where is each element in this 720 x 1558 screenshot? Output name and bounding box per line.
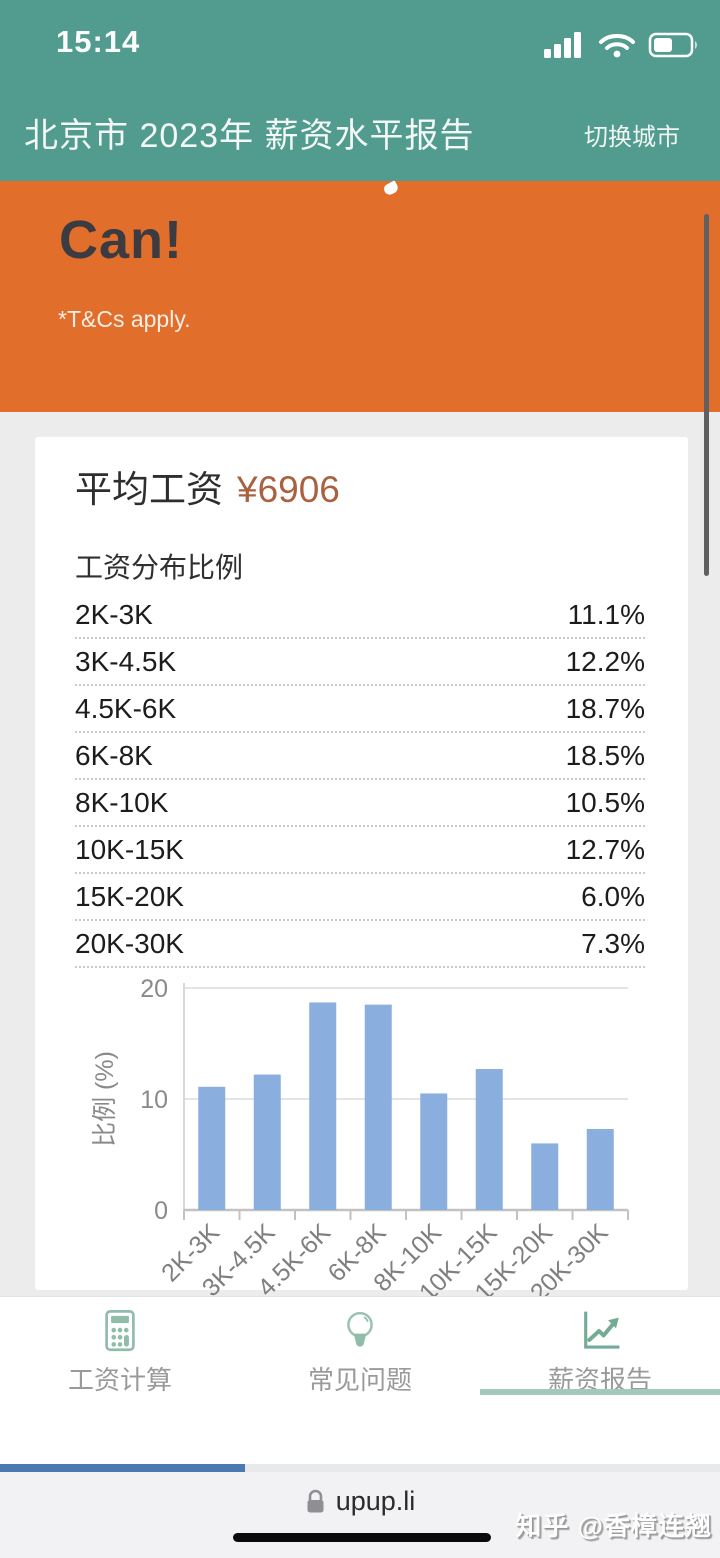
page-load-progress-fill xyxy=(0,1464,245,1472)
tab-label: 常见问题 xyxy=(307,1365,412,1395)
salary-range: 6K-8K xyxy=(75,739,153,771)
percentage-value: 11.1% xyxy=(567,598,645,630)
average-salary-label: 平均工资 xyxy=(75,469,223,510)
salary-distribution-table: 2K-3K 11.1% 3K-4.5K 12.2% 4.5K-6K 18.7% 6K-8K 1… xyxy=(75,592,645,968)
tab-faq[interactable]: 常见问题 xyxy=(240,1297,480,1421)
percentage-value: 18.7% xyxy=(565,692,645,724)
table-row: 3K-4.5K 12.2% xyxy=(75,639,645,686)
browser-url-bar[interactable]: upup.li xyxy=(0,1472,720,1558)
table-row: 2K-3K 11.1% xyxy=(75,592,645,639)
calculator-icon xyxy=(105,1310,135,1352)
percentage-value: 7.3% xyxy=(581,927,645,959)
tab-label: 工资计算 xyxy=(67,1365,172,1395)
ad-terms: *T&Cs apply. xyxy=(58,306,191,332)
salary-range: 15K-20K xyxy=(75,880,184,912)
salary-range: 20K-30K xyxy=(75,927,184,959)
table-row: 15K-20K 6.0% xyxy=(75,874,645,921)
trend-chart-icon xyxy=(584,1311,620,1349)
ad-banner[interactable]: Can! *T&Cs apply. xyxy=(0,180,720,412)
lock-icon xyxy=(307,1489,324,1513)
watermark-text: 知乎 @香樟连翘 xyxy=(515,1511,712,1541)
salary-range: 2K-3K xyxy=(75,598,153,630)
salary-range: 3K-4.5K xyxy=(75,645,177,677)
signal-strength-icon xyxy=(544,32,581,58)
chart-container: 0 10 20 2K-3K 3K-4.5K 4.5K-6K 6K-8K 8K-10K 10K-1… xyxy=(75,972,645,1307)
page-load-progress-track xyxy=(0,1464,720,1472)
percentage-value: 6.0% xyxy=(581,880,645,912)
wifi-icon xyxy=(599,34,635,58)
bottom-tab-bar: 工资计算 常见问题 薪资报告 xyxy=(0,1296,720,1421)
salary-range: 10K-15K xyxy=(75,833,184,865)
app-header: 15:14 北京市 2023年 薪资水平报告 切换城市 xyxy=(0,0,720,181)
active-tab-underline xyxy=(480,1389,720,1395)
switch-city-button[interactable]: 切换城市 xyxy=(584,117,680,152)
table-row: 20K-30K 7.3% xyxy=(75,921,645,968)
table-row: 10K-15K 12.7% xyxy=(75,827,645,874)
status-bar-icons xyxy=(542,30,700,60)
clock-time: 15:14 xyxy=(56,24,141,59)
ad-headline: Can! xyxy=(59,210,183,270)
distribution-section-title: 工资分布比例 xyxy=(75,552,244,583)
url-text: upup.li xyxy=(335,1486,416,1516)
salary-report-card: 平均工资 ¥6906 工资分布比例 2K-3K 11.1% 3K-4.5K 12.2% 4… xyxy=(35,437,688,1307)
salary-range: 4.5K-6K xyxy=(75,692,177,724)
average-salary-row: 平均工资 ¥6906 xyxy=(75,468,645,512)
tab-salary-calculator[interactable]: 工资计算 xyxy=(0,1297,240,1421)
home-indicator[interactable] xyxy=(233,1533,491,1542)
scrollbar-thumb[interactable] xyxy=(704,214,709,576)
svg-text:0: 0 xyxy=(154,1197,168,1225)
percentage-value: 10.5% xyxy=(565,786,645,818)
lightbulb-icon xyxy=(347,1311,373,1347)
table-row: 4.5K-6K 18.7% xyxy=(75,686,645,733)
cropped-ad-text-fragment xyxy=(382,180,400,197)
percentage-value: 12.7% xyxy=(565,833,645,865)
tab-salary-report[interactable]: 薪资报告 xyxy=(480,1297,720,1421)
page-title: 北京市 2023年 薪资水平报告 xyxy=(24,117,475,155)
table-row: 6K-8K 18.5% xyxy=(75,733,645,780)
percentage-value: 18.5% xyxy=(565,739,645,771)
average-salary-value: ¥6906 xyxy=(237,469,340,510)
salary-range: 8K-10K xyxy=(75,786,169,818)
battery-icon xyxy=(648,32,697,58)
svg-text:比例 (%): 比例 (%) xyxy=(91,1051,119,1147)
svg-text:10: 10 xyxy=(140,1086,168,1114)
table-row: 8K-10K 10.5% xyxy=(75,780,645,827)
svg-text:20: 20 xyxy=(140,975,168,1003)
salary-distribution-bar-chart: 010202K-3K3K-4.5K4.5K-6K6K-8K8K-10K10K-1… xyxy=(91,975,629,1307)
percentage-value: 12.2% xyxy=(565,645,645,677)
